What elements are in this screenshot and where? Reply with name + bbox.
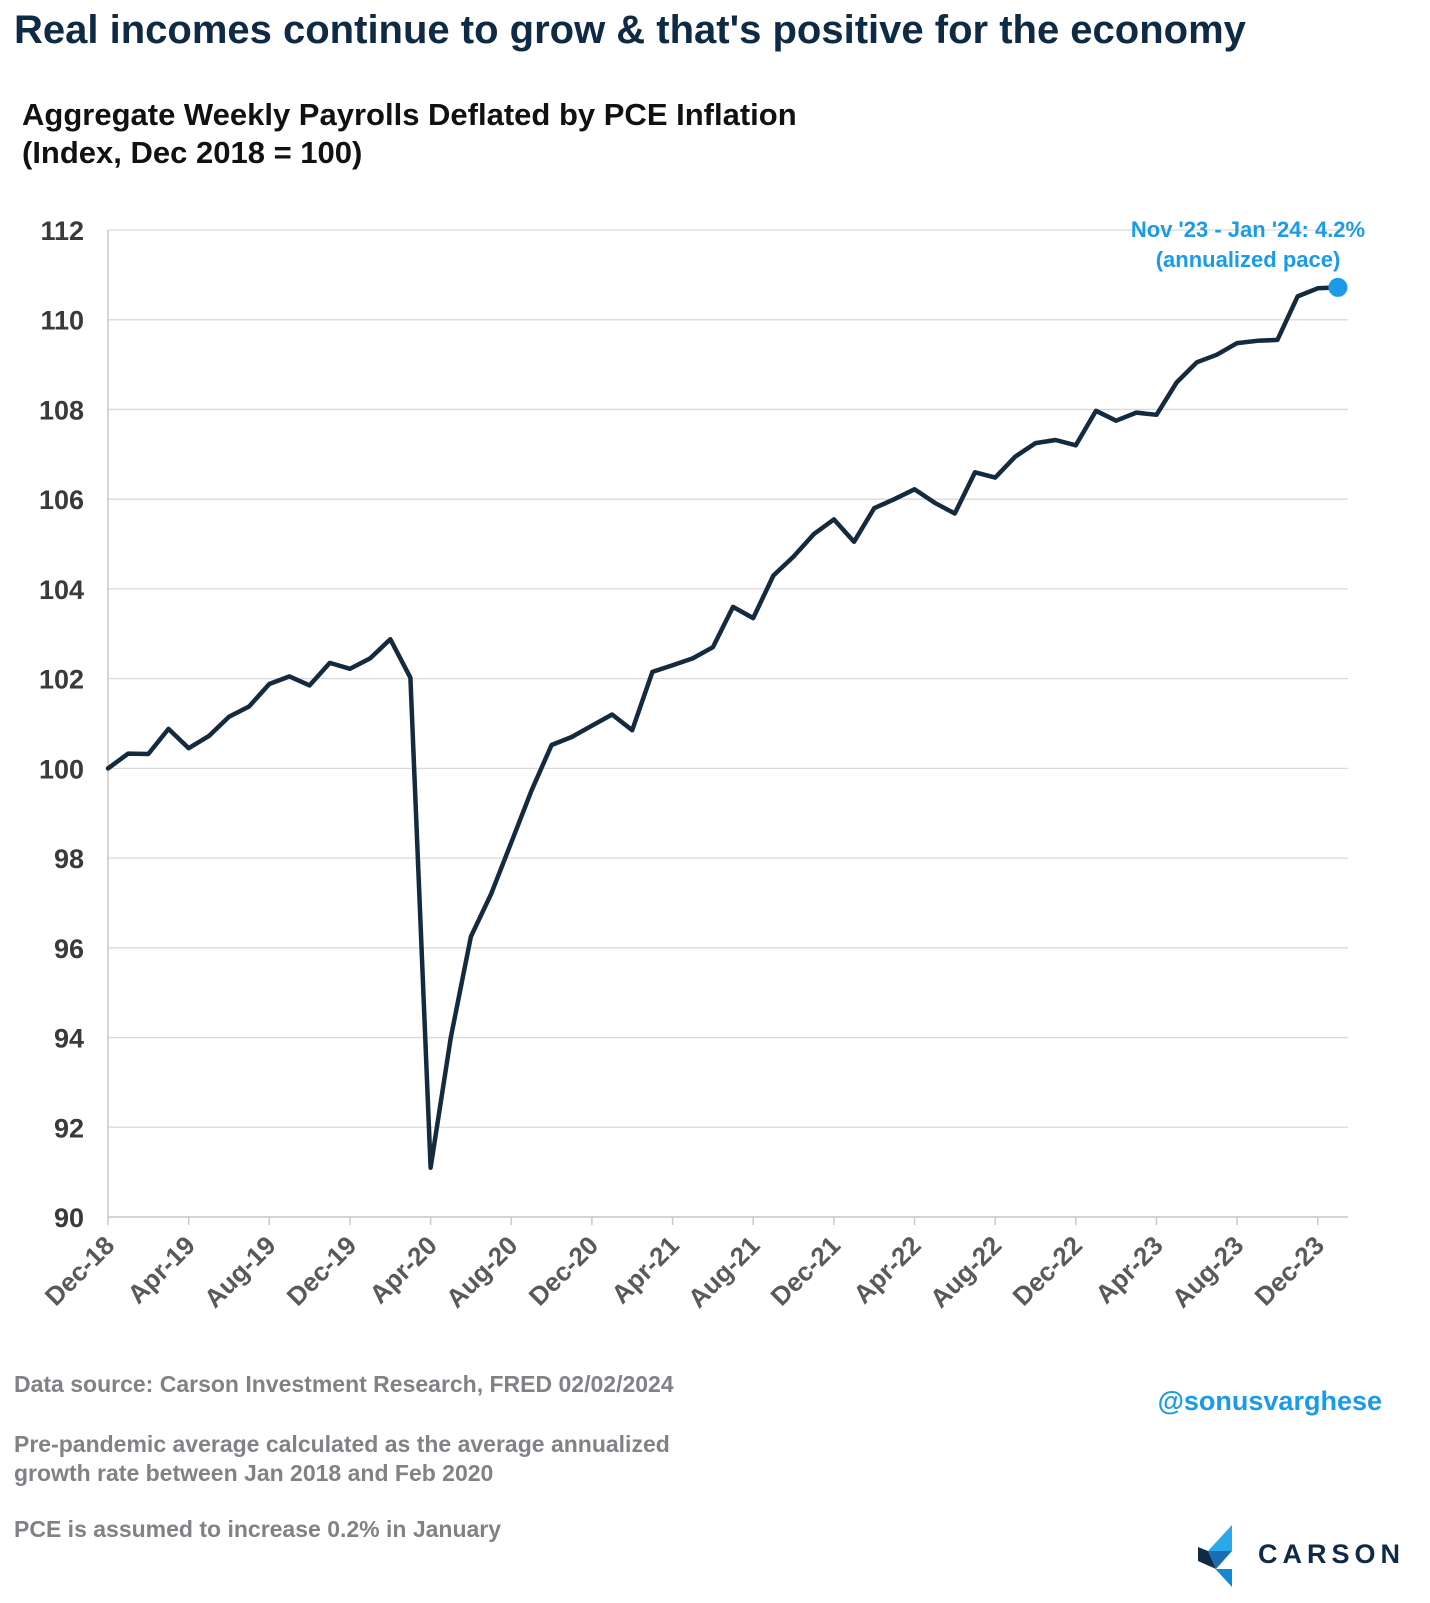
y-tick-label: 98 bbox=[54, 844, 84, 874]
y-tick-label: 110 bbox=[40, 306, 84, 336]
y-tick-label: 102 bbox=[39, 665, 84, 695]
y-tick-label: 104 bbox=[39, 575, 84, 605]
chart-subtitle-line: (Index, Dec 2018 = 100) bbox=[22, 135, 363, 170]
annotation-line2: (annualized pace) bbox=[1156, 247, 1341, 272]
latest-point-marker bbox=[1328, 277, 1348, 297]
methodology-note: Pre-pandemic average calculated as the a… bbox=[14, 1430, 670, 1488]
x-tick-label: Dec-23 bbox=[1248, 1230, 1330, 1312]
y-tick-label: 92 bbox=[54, 1113, 84, 1143]
pce-assumption-note: PCE is assumed to increase 0.2% in Janua… bbox=[14, 1516, 502, 1542]
methodology-note-line1: Pre-pandemic average calculated as the a… bbox=[14, 1431, 670, 1457]
y-tick-label: 96 bbox=[54, 934, 84, 964]
series-line bbox=[105, 285, 1341, 1170]
x-tick-label: Dec-19 bbox=[281, 1230, 363, 1312]
x-tick-label: Aug-20 bbox=[440, 1230, 524, 1314]
twitter-handle[interactable]: @sonusvarghese bbox=[1157, 1386, 1382, 1416]
x-tick-label: Dec-18 bbox=[39, 1230, 121, 1312]
x-tick-label: Apr-19 bbox=[121, 1230, 200, 1309]
carson-logo-text: CARSON bbox=[1258, 1539, 1406, 1569]
x-tick-label: Apr-21 bbox=[605, 1230, 684, 1309]
carson-logo-mark-icon bbox=[1198, 1525, 1232, 1587]
x-tick-label: Aug-22 bbox=[924, 1230, 1008, 1314]
chart-title: Aggregate Weekly Payrolls Deflated by PC… bbox=[22, 96, 797, 172]
x-tick-label: Apr-23 bbox=[1089, 1230, 1168, 1309]
y-tick-label: 100 bbox=[39, 754, 84, 784]
y-tick-label: 90 bbox=[54, 1203, 84, 1233]
x-tick-label: Aug-19 bbox=[198, 1230, 282, 1314]
x-tick-label: Apr-20 bbox=[363, 1230, 442, 1309]
annotation-line1: Nov '23 - Jan '24: 4.2% bbox=[1131, 217, 1365, 242]
methodology-note-line2: growth rate between Jan 2018 and Feb 202… bbox=[14, 1460, 494, 1486]
carson-logo: CARSON bbox=[1198, 1525, 1418, 1589]
x-tick-label: Dec-21 bbox=[765, 1230, 847, 1312]
x-tick-label: Apr-22 bbox=[847, 1230, 926, 1309]
y-tick-label: 94 bbox=[54, 1024, 84, 1054]
data-source: Data source: Carson Investment Research,… bbox=[14, 1371, 674, 1397]
x-tick-label: Dec-22 bbox=[1007, 1230, 1089, 1312]
x-tick-label: Aug-21 bbox=[682, 1230, 766, 1314]
y-tick-label: 106 bbox=[39, 485, 84, 515]
headline: Real incomes continue to grow & that's p… bbox=[14, 8, 1246, 52]
y-tick-label: 108 bbox=[39, 395, 84, 425]
x-tick-label: Aug-23 bbox=[1166, 1230, 1250, 1314]
x-tick-label: Dec-20 bbox=[523, 1230, 605, 1312]
chart-title-line: Aggregate Weekly Payrolls Deflated by PC… bbox=[22, 97, 797, 132]
y-tick-label: 112 bbox=[40, 216, 84, 246]
